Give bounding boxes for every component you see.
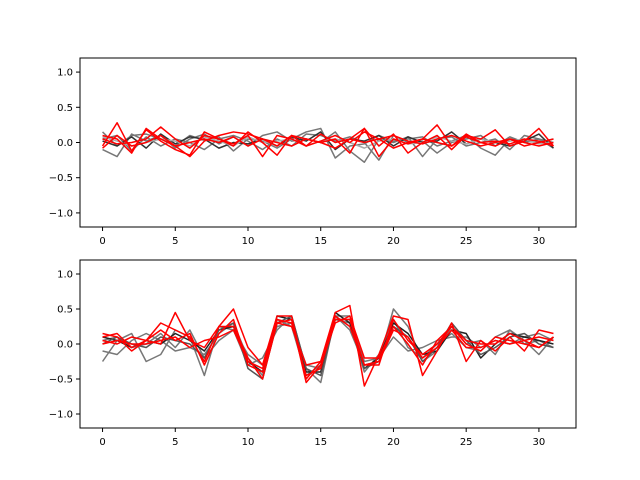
y-tick-label-0-2: 0.0: [57, 138, 73, 149]
x-tick-label-0-2: 10: [242, 236, 255, 247]
x-tick-label-0-0: 0: [99, 236, 105, 247]
y-tick-label-1-4: 1.0: [57, 270, 73, 281]
x-tick-label-1-0: 0: [99, 437, 105, 448]
x-tick-label-1-2: 10: [242, 437, 255, 448]
top-subplot: 0 5 10 15 20 25 30 −1.0 −0.5 0.0 0.5 1.0: [49, 57, 577, 247]
y-tick-label-1-2: 0.0: [57, 340, 73, 351]
y-tick-label-0-0: −1.0: [49, 208, 73, 219]
series-line-0-0: [102, 127, 554, 159]
y-tick-label-0-4: 1.0: [57, 68, 73, 79]
x-tick-label-0-1: 5: [172, 236, 178, 247]
series-line-0-8: [102, 134, 554, 149]
x-tick-label-1-3: 15: [314, 437, 327, 448]
x-tick-label-0-6: 30: [533, 236, 546, 247]
x-tick-label-0-4: 20: [387, 236, 400, 247]
x-tick-label-1-4: 20: [387, 437, 400, 448]
y-tick-label-1-3: 0.5: [57, 305, 73, 316]
x-tick-label-0-3: 15: [314, 236, 327, 247]
bottom-subplot: 0 5 10 15 20 25 30 −1.0 −0.5 0.0 0.5 1.0: [49, 259, 577, 448]
y-tick-label-1-0: −1.0: [49, 410, 73, 421]
x-tick-label-1-5: 25: [460, 437, 473, 448]
series-line-0-6: [102, 127, 555, 158]
x-tick-label-1-6: 30: [533, 437, 546, 448]
x-tick-label-0-5: 25: [460, 236, 473, 247]
series-line-0-7: [102, 126, 554, 156]
series-line-1-4: [102, 315, 554, 380]
x-tick-label-1-1: 5: [172, 437, 178, 448]
y-tick-label-0-3: 0.5: [57, 103, 73, 114]
y-tick-label-1-1: −0.5: [49, 375, 73, 386]
y-tick-label-0-1: −0.5: [49, 173, 73, 184]
series-line-0-1: [102, 131, 554, 163]
series-line-1-8: [102, 318, 554, 370]
